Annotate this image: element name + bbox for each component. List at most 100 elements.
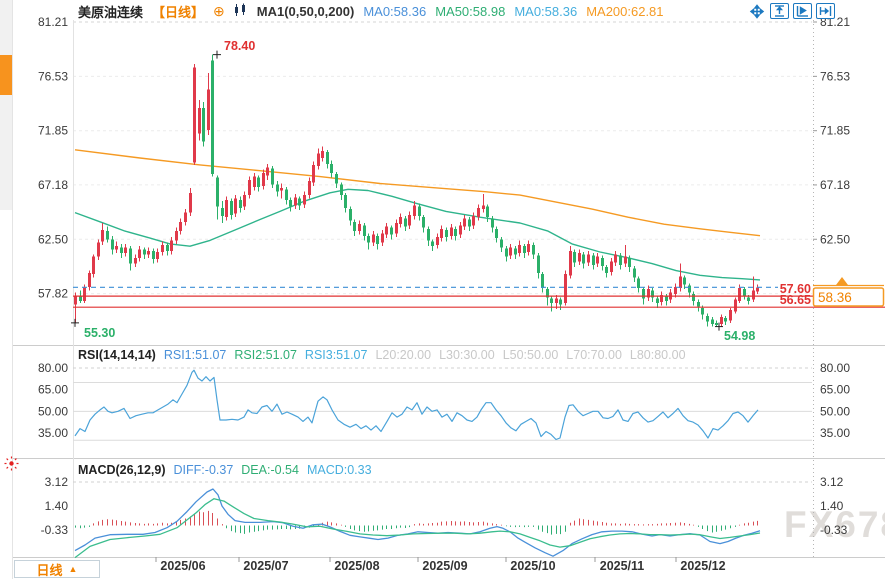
- last-price-tag: 58.36: [812, 277, 885, 307]
- candle-body: [216, 177, 219, 207]
- candle-body: [363, 225, 366, 236]
- ma-settings-label: MA1(0,50,0,200): [256, 3, 355, 19]
- candle-body: [413, 205, 416, 217]
- candle-body: [463, 218, 466, 227]
- candle-body: [605, 267, 608, 273]
- jump-latest-icon[interactable]: [816, 3, 835, 19]
- play-forward-icon[interactable]: [793, 3, 812, 19]
- candle-body: [271, 168, 274, 185]
- candle-body: [335, 174, 338, 184]
- candle-body: [729, 310, 732, 321]
- candle-body: [610, 261, 613, 272]
- candlestick-chart-icon[interactable]: [234, 3, 248, 20]
- candle-body: [546, 289, 549, 298]
- candle-body: [170, 240, 173, 251]
- candle-body: [381, 233, 384, 243]
- candle-body: [692, 293, 695, 301]
- fit-vertical-icon[interactable]: [770, 3, 789, 19]
- rsi2-value: RSI2:51.07: [234, 348, 297, 362]
- candle-body: [152, 250, 155, 260]
- svg-text:55.30: 55.30: [84, 326, 115, 340]
- candle-body: [225, 199, 228, 218]
- candle-body: [418, 206, 421, 217]
- candle-body: [289, 199, 292, 207]
- candle-body: [468, 219, 471, 227]
- svg-text:50.00: 50.00: [38, 404, 68, 418]
- candle-body: [541, 274, 544, 289]
- candle-body: [285, 189, 288, 200]
- left-rail-orange-tab[interactable]: [0, 55, 12, 95]
- svg-text:35.00: 35.00: [820, 426, 850, 440]
- candle-body: [79, 296, 82, 301]
- candle-body: [312, 164, 315, 183]
- candle-body: [97, 242, 100, 257]
- latest-arrow-icon: [836, 277, 848, 285]
- candle-body: [500, 239, 503, 248]
- candle-body: [514, 248, 517, 255]
- candle-body: [582, 254, 585, 264]
- candle-body: [486, 206, 489, 218]
- candle-body: [532, 245, 535, 255]
- pan-move-icon[interactable]: [747, 3, 766, 19]
- rsi3-value: RSI3:51.07: [304, 348, 368, 362]
- candle-body: [266, 167, 269, 176]
- candle-body: [330, 163, 333, 174]
- candle-body: [120, 247, 123, 254]
- candle-body: [436, 236, 439, 246]
- svg-text:2025/10: 2025/10: [510, 559, 555, 573]
- macd-dea-line: [74, 498, 761, 559]
- macd-header: MACD(26,12,9) DIFF:-0.37 DEA:-0.54 MACD:…: [78, 463, 372, 477]
- candle-body: [298, 198, 301, 206]
- candle-body: [367, 235, 370, 243]
- candle-body: [569, 250, 572, 276]
- candle-body: [262, 173, 265, 186]
- candle-body: [111, 239, 114, 250]
- candle-body: [614, 254, 617, 263]
- add-circle-icon[interactable]: ⊕: [213, 3, 225, 19]
- candle-body: [564, 274, 567, 304]
- candle-body: [472, 216, 475, 226]
- candle-body: [537, 255, 540, 273]
- rsi-l70: L70:70.00: [566, 348, 622, 362]
- ma200-line: [74, 149, 761, 237]
- svg-text:78.40: 78.40: [224, 39, 255, 53]
- svg-text:65.00: 65.00: [38, 383, 68, 397]
- candle-body: [344, 195, 347, 208]
- x-axis: 2025/06 2025/07 2025/08 2025/09 2025/10 2025/…: [155, 557, 726, 573]
- candle-body: [550, 298, 553, 304]
- candle-body: [422, 217, 425, 228]
- candle-body: [656, 298, 659, 304]
- svg-text:57.82: 57.82: [38, 287, 68, 301]
- candle-body: [734, 299, 737, 312]
- rsi-l80: L80:80.00: [629, 348, 686, 362]
- svg-text:54.98: 54.98: [724, 329, 755, 343]
- candle-body: [340, 184, 343, 196]
- candle-body: [303, 195, 306, 205]
- candle-body: [559, 299, 562, 305]
- period-selector-button[interactable]: 日线 ▲: [14, 560, 100, 578]
- svg-text:-0.33: -0.33: [41, 523, 69, 537]
- candle-body: [505, 248, 508, 257]
- candle-body: [349, 209, 352, 221]
- candle-body: [450, 227, 453, 236]
- ma50-line: [74, 188, 761, 281]
- macd-diff-line: [74, 488, 761, 557]
- candle-body: [738, 288, 741, 301]
- candle-body: [395, 223, 398, 234]
- candle-body: [491, 218, 494, 228]
- svg-text:76.53: 76.53: [820, 69, 850, 83]
- candle-body: [253, 176, 256, 188]
- svg-text:76.53: 76.53: [38, 69, 68, 83]
- candle-body: [495, 228, 498, 239]
- beacon-marker-icon[interactable]: [3, 455, 20, 477]
- candle-body: [234, 198, 237, 214]
- rsi-l20: L20:20.00: [375, 348, 432, 362]
- candle-body: [724, 318, 727, 322]
- candle-body: [454, 228, 457, 236]
- svg-text:2025/09: 2025/09: [422, 559, 467, 573]
- chart-header: 美原油连续 【日线】 ⊕ MA1(0,50,0,200) MA0:58.36 M…: [78, 2, 664, 20]
- period-label[interactable]: 【日线】: [152, 4, 205, 20]
